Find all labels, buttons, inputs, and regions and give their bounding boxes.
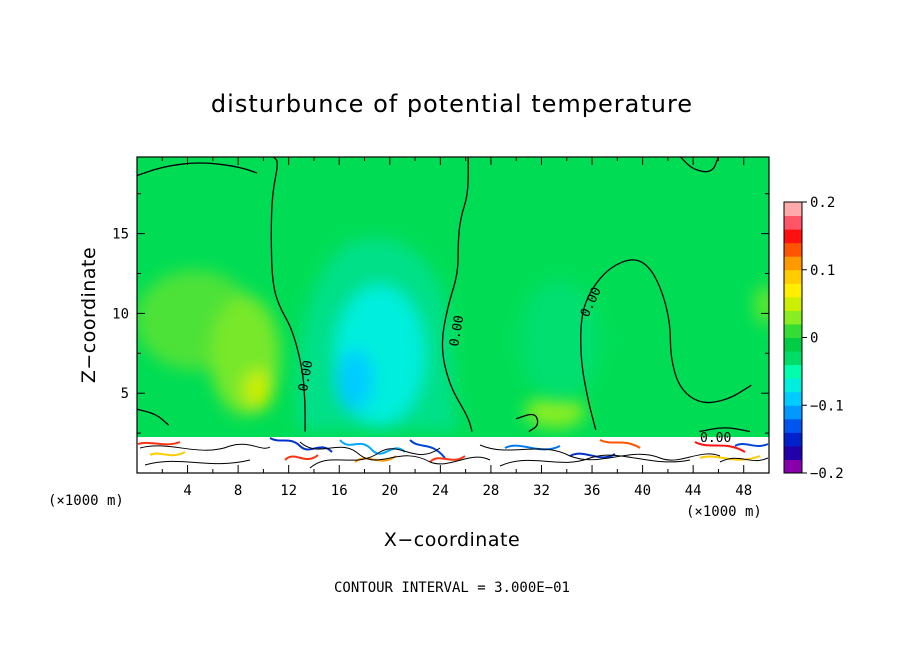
contour-line-3 [441, 157, 473, 432]
lower-layer [137, 437, 769, 473]
colorbar-swatch [784, 215, 802, 230]
colorbar-swatch [784, 391, 802, 406]
contour-line-7 [699, 427, 751, 433]
contour-lines [137, 157, 752, 433]
x-axis: 4 8 12 16 20 24 28 32 36 40 44 48 [161, 157, 752, 499]
colorbar-tick-label: 0 [810, 331, 818, 347]
colorbar-swatch [784, 256, 802, 271]
colorbar-swatch [784, 337, 802, 352]
colorbar-swatch [784, 202, 802, 217]
contour-line-2 [270, 157, 306, 432]
colorbar-swatch [784, 229, 802, 244]
contour-interval-note: CONTOUR INTERVAL = 3.000E−01 [334, 580, 570, 596]
x-tick-label: 8 [234, 483, 242, 499]
y-axis: 5 10 15 [112, 193, 769, 434]
colorbar-swatch [784, 310, 802, 325]
y-tick-label: 15 [112, 227, 129, 243]
plot-frame [136, 156, 770, 474]
colorbar-swatch [784, 296, 802, 311]
x-tick-label: 16 [331, 483, 348, 499]
colorbar-tick-label: 0.2 [810, 195, 835, 211]
contour-line-6 [515, 413, 539, 433]
contour-line-8 [680, 157, 720, 173]
lower-layer-contours [139, 441, 769, 469]
colorbar-swatch [784, 323, 802, 338]
warm-patch-right [525, 396, 585, 428]
x-tick-label: 24 [432, 483, 449, 499]
x-tick-label: 32 [533, 483, 550, 499]
contour-label-1: 0.00 [296, 359, 316, 392]
y-axis-label: Z−coordinate [78, 247, 100, 383]
cool-deep [337, 350, 373, 410]
y-tick-label: 10 [112, 306, 129, 322]
x-tick-label: 44 [685, 483, 702, 499]
colorbar: 0.2 0.1 0 −0.1 −0.2 [783, 195, 844, 482]
x-tick-label: 28 [482, 483, 499, 499]
warm-patch-far-right [755, 285, 769, 325]
yellow-patch [244, 370, 272, 410]
colorbar-swatch [784, 378, 802, 393]
contour-line-4 [580, 259, 752, 431]
x-unit-left: (×1000 m) [48, 493, 124, 509]
colorbar-swatch [784, 432, 802, 447]
colorbar-swatch [784, 351, 802, 366]
x-axis-label: X−coordinate [384, 529, 520, 551]
contour-line-5 [137, 408, 170, 426]
chart-title: disturbunce of potential temperature [211, 90, 693, 118]
contour-label-4: 0.00 [700, 431, 731, 446]
x-unit-right: (×1000 m) [686, 504, 762, 520]
x-tick-label: 4 [183, 483, 191, 499]
x-tick-label: 36 [584, 483, 601, 499]
x-tick-label: 48 [735, 483, 752, 499]
colorbar-swatch [784, 242, 802, 257]
x-tick-label: 20 [381, 483, 398, 499]
colorbar-swatch [784, 459, 802, 474]
color-field-warm [137, 270, 769, 428]
colorbar-tick-label: 0.1 [810, 263, 835, 279]
colorbar-swatch [784, 445, 802, 460]
contour-label-2: 0.00 [447, 314, 467, 347]
colorbar-swatch [784, 405, 802, 420]
colorbar-swatch [784, 364, 802, 379]
x-tick-label: 40 [634, 483, 651, 499]
plot-area [137, 157, 769, 473]
color-field-cool [297, 238, 600, 430]
cool-lobe [520, 280, 600, 400]
contour-line-1 [137, 162, 258, 177]
colorbar-tick-label: −0.2 [810, 466, 844, 482]
colorbar-tick-label: −0.1 [810, 398, 844, 414]
colorbar-swatch [784, 283, 802, 298]
y-tick-label: 5 [121, 386, 129, 402]
x-tick-label: 12 [280, 483, 297, 499]
colorbar-swatch [784, 269, 802, 284]
colorbar-swatch [784, 418, 802, 433]
